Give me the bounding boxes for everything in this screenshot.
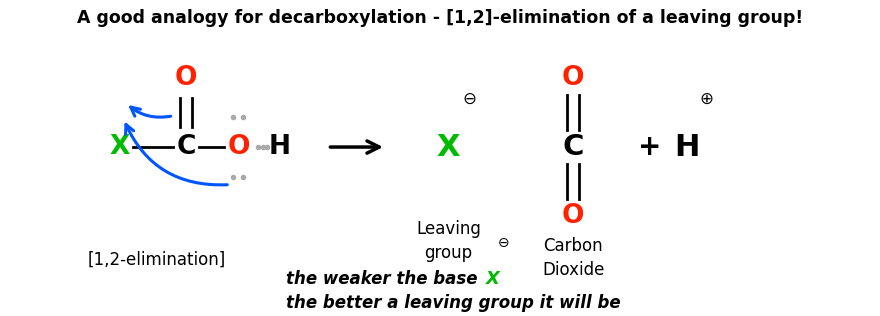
Text: X: X [436, 132, 460, 161]
Text: O: O [562, 65, 584, 91]
Text: [1,2-elimination]: [1,2-elimination] [88, 251, 226, 269]
Text: +: + [638, 133, 662, 161]
Text: ⊖: ⊖ [497, 235, 510, 250]
Text: Leaving
group: Leaving group [416, 220, 480, 262]
Text: X: X [486, 270, 500, 288]
Text: Carbon
Dioxide: Carbon Dioxide [542, 237, 605, 279]
Text: X: X [109, 134, 129, 160]
Text: O: O [174, 65, 197, 91]
Text: O: O [562, 203, 584, 229]
Text: H: H [269, 134, 291, 160]
Text: A good analogy for decarboxylation - [1,2]-elimination of a leaving group!: A good analogy for decarboxylation - [1,… [77, 9, 803, 27]
Text: C: C [176, 134, 195, 160]
Text: the weaker the base: the weaker the base [286, 270, 483, 288]
Text: O: O [227, 134, 250, 160]
Text: ⊖: ⊖ [462, 89, 476, 107]
Text: ⊕: ⊕ [700, 89, 714, 107]
Text: C: C [562, 133, 584, 161]
Text: H: H [674, 132, 700, 161]
Text: the better a leaving group it will be: the better a leaving group it will be [286, 294, 620, 312]
